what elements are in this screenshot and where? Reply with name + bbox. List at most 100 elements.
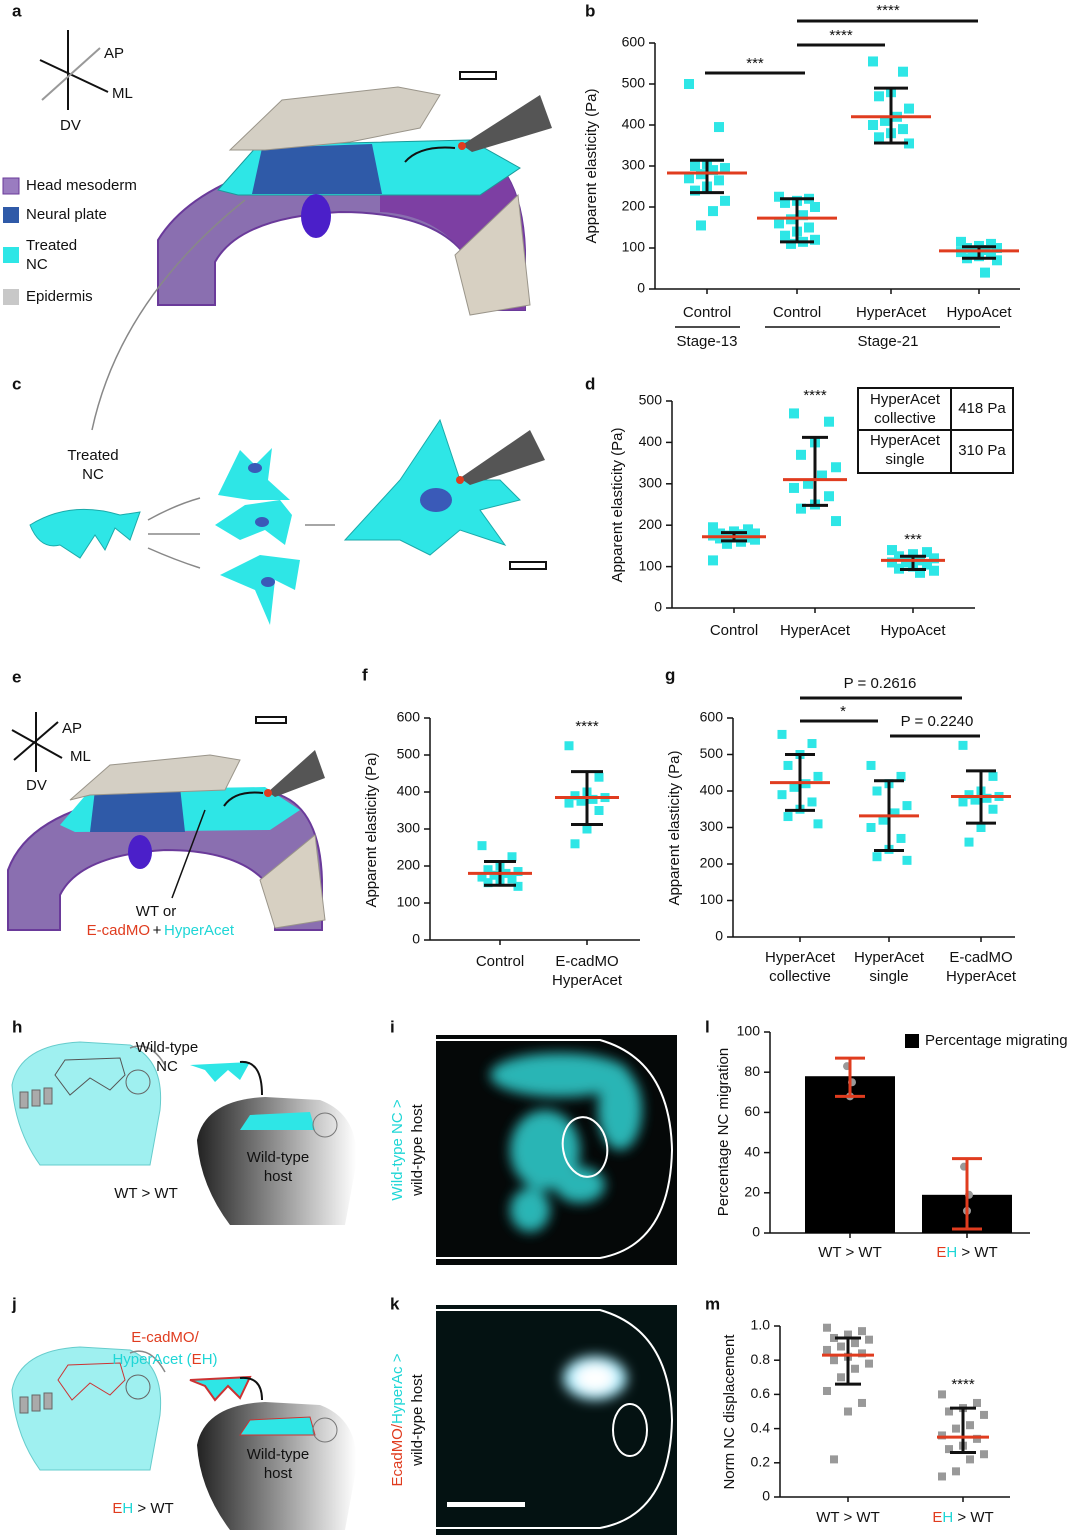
data-point (722, 538, 732, 549)
data-point (807, 797, 817, 807)
legend-label: Percentage migrating (925, 1032, 1068, 1049)
y-tick-label: 0.6 (751, 1385, 771, 1401)
data-point (872, 786, 882, 796)
y-tick-label: 0.4 (751, 1419, 771, 1435)
y-tick-label: 100 (397, 894, 421, 910)
data-point (830, 1356, 838, 1365)
panel-label: a (12, 1, 22, 20)
y-tick-label: 0.2 (751, 1454, 771, 1470)
data-point (988, 804, 998, 814)
data-point (783, 760, 793, 770)
data-point (915, 567, 925, 578)
table-cell: HyperAcet single (870, 432, 941, 468)
significance-label: **** (803, 387, 827, 404)
image-k: EcadMO/HyperAc > wild-type host (389, 1305, 677, 1535)
legend-swatch (3, 207, 19, 223)
condition-label: HyperAcet (164, 922, 235, 939)
y-tick-label: 500 (622, 75, 646, 91)
data-point (720, 163, 730, 174)
data-point (902, 855, 912, 865)
data-point (986, 249, 996, 260)
data-point (872, 852, 882, 862)
legend-label: Epidermis (26, 288, 93, 305)
cell (343, 418, 521, 556)
notochord (301, 194, 331, 238)
data-point (976, 823, 986, 832)
data-point (803, 478, 813, 489)
data-point (789, 408, 799, 419)
data-point (958, 740, 968, 750)
y-tick-label: 600 (622, 34, 646, 50)
data-point (810, 234, 820, 245)
x-tick-label: E-cadMO HyperAcet (552, 953, 623, 989)
panel-label: h (12, 1017, 22, 1036)
diagram-e: AP ML DV WT or E-cadMO + HyperAcet (7, 712, 326, 939)
y-axis-label: Percentage NC migration (715, 1048, 732, 1216)
data-point (570, 839, 580, 849)
data-point (986, 238, 996, 249)
data-point (831, 462, 841, 473)
condition-label: WT > WT (114, 1185, 177, 1202)
x-tick-label: E-cadMO HyperAcet (946, 949, 1017, 985)
data-point (851, 1364, 859, 1373)
y-tick-label: 200 (622, 198, 646, 214)
data-point (564, 798, 574, 808)
data-point (858, 1327, 866, 1336)
data-point (594, 806, 604, 815)
data-point (786, 238, 796, 249)
data-point (750, 528, 760, 539)
x-tick-label: Control (710, 622, 758, 639)
data-point (807, 739, 817, 749)
significance-label: * (840, 703, 846, 720)
data-point (789, 782, 799, 792)
group-label: Stage-21 (858, 333, 919, 350)
data-point (483, 878, 493, 888)
data-point (823, 1323, 831, 1332)
legend-swatch (3, 289, 19, 305)
y-tick-label: 200 (397, 857, 421, 873)
diagram-c: Treated NC (29, 418, 547, 625)
data-point (690, 161, 700, 171)
data-point (887, 557, 897, 568)
epidermis (228, 86, 441, 151)
legend-label: Neural plate (26, 206, 107, 223)
data-point (970, 795, 980, 805)
x-tick-label: WT > WT (818, 1244, 881, 1261)
data-point (902, 801, 912, 811)
data-point (750, 534, 760, 545)
data-point (507, 874, 517, 884)
data-point (837, 1373, 845, 1382)
data-point (708, 555, 718, 566)
donor-label-part: H (202, 1351, 213, 1368)
data-point (743, 524, 753, 535)
data-point (720, 195, 730, 206)
axis-label: DV (60, 117, 81, 134)
data-point (690, 185, 700, 196)
axis-label: DV (26, 777, 47, 794)
data-point (831, 516, 841, 527)
y-axis-label: Apparent elasticity (Pa) (583, 88, 600, 243)
condition-label: + (153, 922, 162, 939)
data-point (594, 772, 604, 782)
data-point (945, 1445, 953, 1454)
data-point (922, 559, 932, 570)
y-tick-label: 80 (744, 1063, 760, 1079)
probe-tip (458, 142, 466, 150)
data-point (980, 1450, 988, 1459)
x-tick-label: HyperAcet (856, 304, 927, 321)
condition-label: E-cadMO (87, 922, 150, 939)
y-tick-label: 0 (762, 1488, 770, 1504)
data-point (804, 222, 814, 233)
table-cell: 418 Pa (958, 400, 1006, 417)
side-label: wild-type host (409, 1103, 426, 1197)
x-tick-label: HypoAcet (880, 622, 946, 639)
data-point (780, 230, 790, 241)
host-label: Wild-type host (247, 1149, 310, 1185)
significance-label: P = 0.2616 (844, 675, 917, 692)
data-point (477, 872, 487, 882)
cell (218, 448, 290, 500)
data-point (938, 1390, 946, 1399)
side-label-part: EcadMO/ (389, 1423, 406, 1486)
data-point (952, 1467, 960, 1476)
